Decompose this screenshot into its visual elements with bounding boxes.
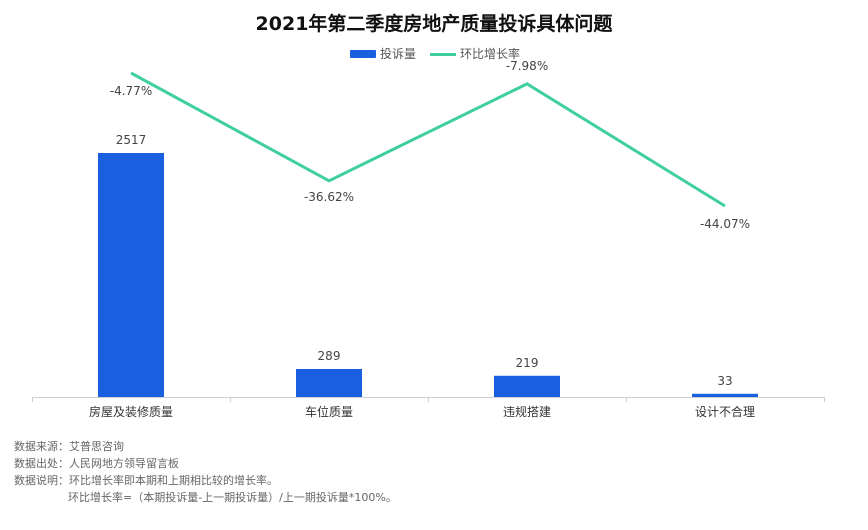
- note-formula: 环比增长率=（本期投诉量-上一期投诉量）/上一期投诉量*100%。: [68, 491, 397, 504]
- chart-title: 2021年第二季度房地产质量投诉具体问题: [255, 13, 613, 35]
- bar-value-label: 289: [318, 349, 341, 363]
- source-notes: 数据来源：艾普思咨询 数据出处：人民网地方领导留言板 数据说明：环比增长率即本期…: [14, 438, 397, 506]
- x-tick-label: 房屋及装修质量: [89, 404, 173, 419]
- bar: [296, 368, 362, 397]
- bar-value-label: 219: [516, 356, 539, 370]
- line-value-label: -44.07%: [700, 217, 750, 231]
- line-value-label: -4.77%: [110, 84, 152, 98]
- bar: [692, 393, 758, 397]
- bar-value-label: 33: [717, 374, 732, 388]
- note-origin: 数据出处：人民网地方领导留言板: [14, 457, 179, 470]
- legend-bar-label: 投诉量: [380, 47, 417, 61]
- note-source: 数据来源：艾普思咨询: [14, 440, 124, 453]
- legend-bar-swatch: [350, 50, 376, 58]
- line-value-label: -7.98%: [506, 59, 548, 73]
- bar-value-label: 2517: [116, 133, 147, 147]
- x-tick-label: 违规搭建: [503, 404, 551, 419]
- bar: [98, 153, 164, 397]
- line-value-label: -36.62%: [304, 190, 354, 204]
- bar: [494, 375, 560, 397]
- x-tick-label: 设计不合理: [695, 404, 755, 419]
- legend-line-label: 环比增长率: [460, 47, 521, 61]
- x-tick-label: 车位质量: [305, 404, 353, 419]
- note-explanation: 数据说明：环比增长率即本期和上期相比较的增长率。: [14, 474, 278, 487]
- legend-line-swatch: [430, 53, 456, 56]
- growth-rate-line: [130, 71, 726, 208]
